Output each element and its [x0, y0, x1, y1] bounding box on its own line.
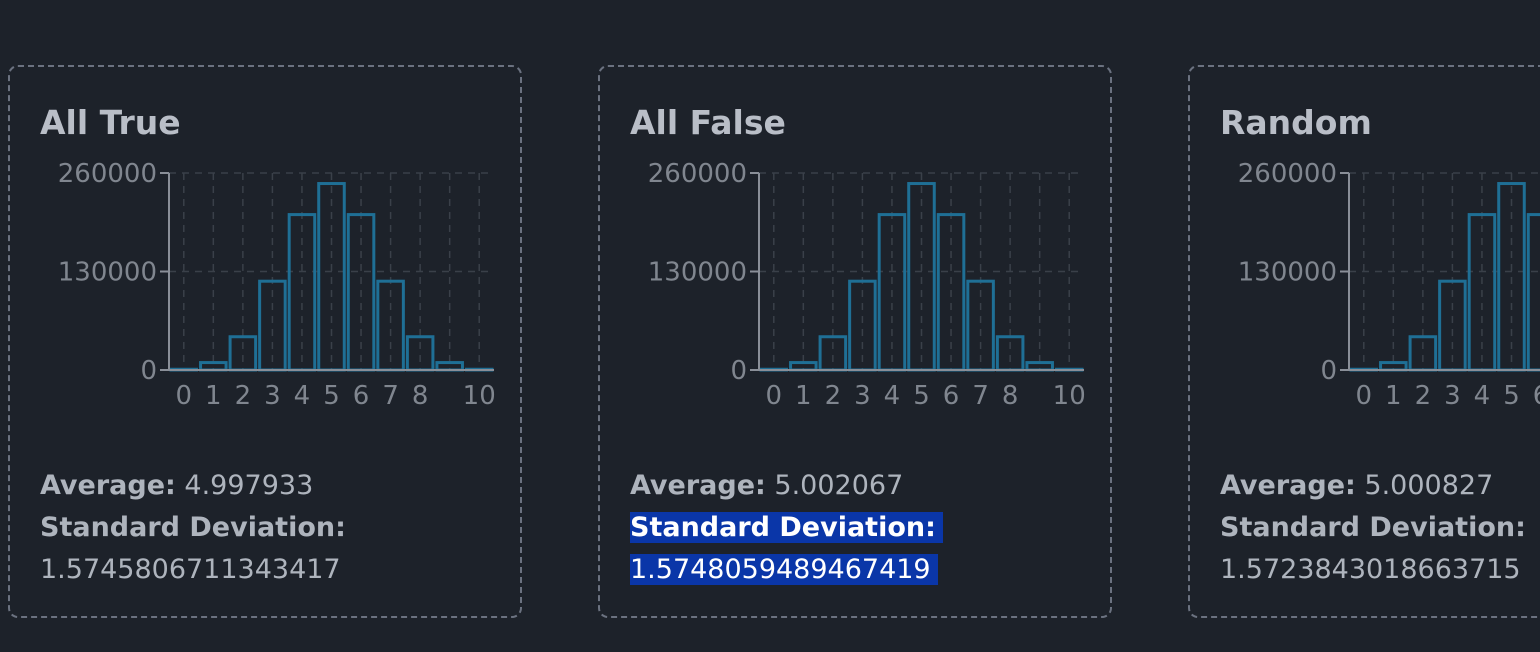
std-label-line: Standard Deviation:	[1220, 507, 1526, 549]
y-tick-label: 0	[730, 356, 747, 386]
x-tick-label: 8	[1002, 381, 1019, 411]
x-tick-label: 0	[765, 381, 782, 411]
y-tick-label: 0	[140, 356, 157, 386]
y-tick-label: 130000	[1238, 258, 1337, 288]
average-label: Average:	[40, 470, 176, 501]
average-label: Average:	[630, 470, 766, 501]
x-tick-label: 4	[884, 381, 901, 411]
histogram-bar-9	[435, 361, 464, 372]
x-tick-label: 7	[382, 381, 399, 411]
x-tick-label: 8	[412, 381, 429, 411]
card-all-true: All True 0 130000 260000 0 1 2 3 4 5 6 7 8 10 Averag…	[8, 65, 522, 618]
std-label-line: Standard Deviation:	[40, 507, 346, 549]
average-line: Average: 5.000827	[1220, 465, 1526, 507]
card-title: All True	[40, 103, 181, 142]
x-tick-label: 6	[353, 381, 370, 411]
histogram-bar-2	[818, 335, 848, 372]
std-value: 1.5745806711343417	[40, 554, 341, 585]
histogram-bar-9	[1025, 361, 1054, 372]
x-tick-label: 6	[943, 381, 960, 411]
x-tick-label: 3	[854, 381, 871, 411]
histogram-bar-1	[199, 361, 228, 372]
average-value: 5.002067	[774, 470, 904, 501]
x-tick-label: 3	[264, 381, 281, 411]
histogram-bar-1	[1379, 361, 1408, 372]
x-tick-label: 1	[795, 381, 812, 411]
std-value-line: 1.5748059489467419	[630, 549, 943, 591]
card-all-false: All False 0 130000 260000 0 1 2 3 4 5 6 7 8 10 Avera…	[598, 65, 1112, 618]
histogram-bar-2	[228, 335, 258, 372]
card-title: Random	[1220, 103, 1372, 142]
std-label-line: Standard Deviation:	[630, 507, 943, 549]
x-tick-label: 6	[1533, 381, 1540, 411]
stats-block: Average: 5.002067 Standard Deviation: 1.…	[630, 465, 943, 591]
histogram-bar-1	[789, 361, 818, 372]
x-tick-label: 1	[1385, 381, 1402, 411]
x-tick-label: 2	[1415, 381, 1432, 411]
x-tick-label: 10	[463, 381, 496, 411]
y-tick-label: 0	[1320, 356, 1337, 386]
x-tick-label: 5	[1503, 381, 1520, 411]
x-tick-label: 2	[825, 381, 842, 411]
std-value: 1.5723843018663715	[1220, 554, 1521, 585]
stats-block: Average: 4.997933 Standard Deviation: 1.…	[40, 465, 346, 591]
std-value-selected: 1.5748059489467419	[630, 554, 938, 585]
y-tick-label: 130000	[58, 258, 157, 288]
x-tick-label: 4	[1474, 381, 1491, 411]
card-title: All False	[630, 103, 786, 142]
x-tick-label: 5	[913, 381, 930, 411]
histogram-bar-2	[1408, 335, 1438, 372]
x-tick-label: 0	[175, 381, 192, 411]
x-tick-label: 4	[294, 381, 311, 411]
histogram-bar-8	[405, 335, 435, 372]
x-tick-label: 2	[235, 381, 252, 411]
y-tick-label: 260000	[58, 159, 157, 189]
x-tick-label: 7	[972, 381, 989, 411]
x-tick-label: 5	[323, 381, 340, 411]
x-tick-label: 3	[1444, 381, 1461, 411]
y-tick-label: 260000	[648, 159, 747, 189]
average-label: Average:	[1220, 470, 1356, 501]
y-tick-label: 130000	[648, 258, 747, 288]
grid	[759, 172, 1084, 371]
x-tick-label: 1	[205, 381, 222, 411]
average-line: Average: 5.002067	[630, 465, 943, 507]
grid	[1349, 172, 1540, 371]
average-line: Average: 4.997933	[40, 465, 346, 507]
histogram-bar-6	[1526, 213, 1540, 372]
average-value: 5.000827	[1364, 470, 1494, 501]
histogram-bar-8	[995, 335, 1025, 372]
std-label: Standard Deviation:	[1220, 512, 1526, 543]
grid	[169, 172, 494, 371]
std-label-selected: Standard Deviation:	[630, 512, 943, 543]
std-label: Standard Deviation:	[40, 512, 346, 543]
std-value-line: 1.5723843018663715	[1220, 549, 1526, 591]
x-tick-label: 10	[1053, 381, 1086, 411]
average-value: 4.997933	[184, 470, 314, 501]
y-tick-label: 260000	[1238, 159, 1337, 189]
std-value-line: 1.5745806711343417	[40, 549, 346, 591]
stats-block: Average: 5.000827 Standard Deviation: 1.…	[1220, 465, 1526, 591]
x-tick-label: 0	[1355, 381, 1372, 411]
